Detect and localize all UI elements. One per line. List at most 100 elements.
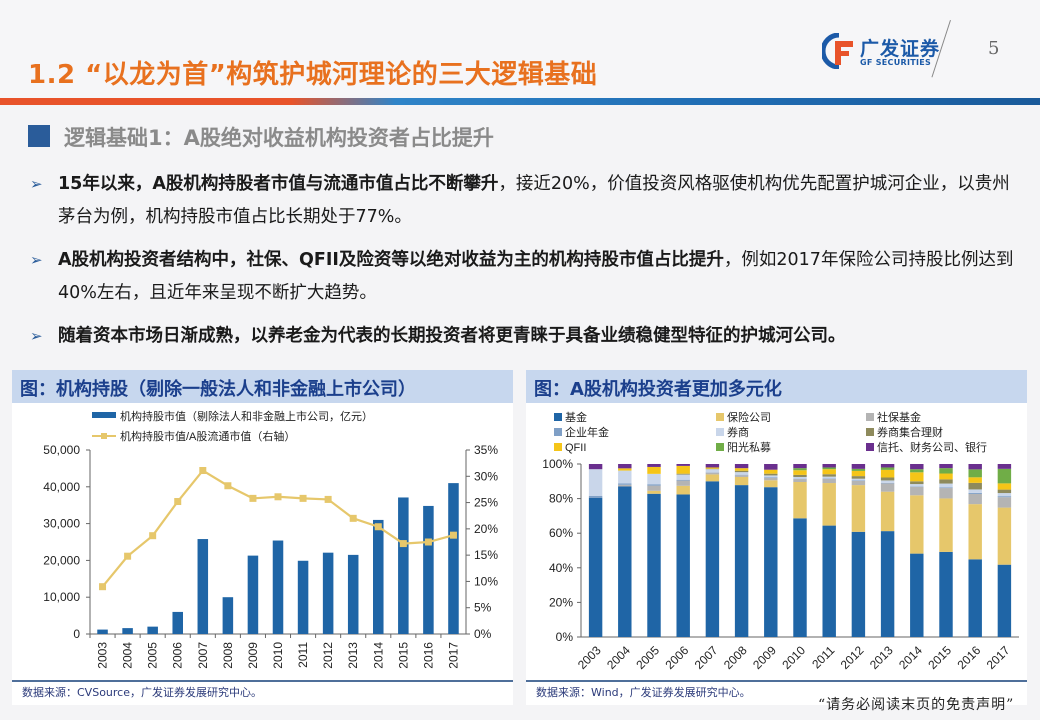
x-tick-label: 2003 bbox=[96, 642, 110, 669]
bar-segment bbox=[851, 531, 866, 637]
bar-segment bbox=[734, 476, 749, 486]
arrow-bullet-icon: ➢ bbox=[30, 327, 43, 345]
combo-bar-line-chart: 机构持股市值（剔除法人和非金融上市公司，亿元） 机构持股市值/A股流通市值（右轴）… bbox=[43, 409, 498, 669]
bar-segment bbox=[734, 474, 749, 476]
legend-label: 机构持股市值/A股流通市值（右轴） bbox=[120, 429, 295, 443]
legend-swatch bbox=[716, 428, 724, 436]
bar-segment bbox=[997, 497, 1012, 508]
y-left-tick-label: 50,000 bbox=[43, 443, 80, 457]
line-marker bbox=[374, 523, 382, 531]
bar-segment bbox=[705, 464, 720, 468]
line-marker bbox=[149, 532, 157, 540]
bar-segment bbox=[968, 504, 982, 560]
bar-segment bbox=[705, 468, 720, 470]
y-left-tick-label: 10,000 bbox=[43, 590, 80, 604]
institutional-holdings-chart-panel: 图：机构持股（剔除一般法人和非金融上市公司） 机构持股市值（剔除法人和非金融上市… bbox=[12, 370, 513, 705]
data-source-note: 数据来源：Wind，广发证券发展研究中心。 bbox=[536, 686, 751, 699]
y-right-tick-label: 20% bbox=[474, 522, 498, 536]
y-right-tick-label: 30% bbox=[474, 469, 498, 483]
bar-segment bbox=[910, 481, 924, 485]
bar-segment bbox=[939, 488, 953, 499]
x-tick-label: 2012 bbox=[838, 643, 867, 672]
bar-segment bbox=[793, 474, 807, 477]
legend-label: 社保基金 bbox=[877, 410, 921, 424]
bar-segment bbox=[705, 481, 720, 637]
bar-segment bbox=[822, 467, 836, 470]
bar-segment bbox=[588, 469, 603, 497]
bar-segment bbox=[939, 498, 953, 552]
y-tick-label: 20% bbox=[549, 595, 573, 609]
bar bbox=[448, 483, 459, 634]
bar bbox=[297, 560, 309, 634]
slide-header: 1.2 “以龙为首”构筑护城河理论的三大逻辑基础 广发证券 GF SECURIT… bbox=[0, 0, 1040, 105]
legend-marker bbox=[101, 433, 107, 439]
bar-segment bbox=[647, 485, 661, 491]
bar-segment bbox=[676, 494, 690, 637]
bar-segment bbox=[939, 487, 953, 489]
bar-segment bbox=[618, 470, 632, 484]
legend-label: 保险公司 bbox=[727, 410, 771, 424]
bar-segment bbox=[997, 483, 1012, 490]
bar-segment bbox=[647, 473, 661, 485]
bar-segment bbox=[968, 493, 982, 505]
bar-segment bbox=[910, 486, 924, 496]
bar-segment bbox=[851, 468, 866, 471]
legend-label: QFII bbox=[565, 442, 586, 454]
investor-diversification-chart-panel: 图：A股机构投资者更加多元化 基金 保险公司 社保基金 企业年金 券商 券商集合理财 QFI… bbox=[526, 370, 1027, 705]
bar bbox=[373, 519, 384, 634]
y-tick-label: 40% bbox=[549, 561, 573, 575]
bullet-bold-text: 15年以来，A股机构持股者市值与流通市值占比不断攀升 bbox=[58, 174, 499, 194]
legend-swatch bbox=[866, 413, 874, 421]
bar-segment bbox=[997, 507, 1012, 565]
bar bbox=[347, 554, 359, 634]
x-tick-label: 2011 bbox=[809, 643, 837, 671]
x-tick-label: 2009 bbox=[750, 643, 779, 672]
x-tick-label: 2017 bbox=[984, 643, 1013, 672]
bar-segment bbox=[939, 483, 953, 488]
bar-segment bbox=[647, 490, 661, 494]
logo-english-name: GF SECURITIES bbox=[860, 58, 932, 67]
company-logo: 广发证券 GF SECURITIES bbox=[822, 33, 952, 69]
line-marker bbox=[249, 494, 257, 502]
bar-segment bbox=[793, 470, 807, 475]
bar-segment bbox=[764, 473, 778, 476]
x-tick-label: 2017 bbox=[446, 642, 460, 669]
x-tick-label: 2014 bbox=[896, 643, 925, 672]
disclaimer-note: “请务必阅读末页的免责声明” bbox=[818, 697, 1015, 713]
bar-segment bbox=[939, 464, 953, 469]
slide-title: 1.2 “以龙为首”构筑护城河理论的三大逻辑基础 bbox=[28, 60, 598, 90]
bullet-item: ➢ 随着资本市场日渐成熟，以养老金为代表的长期投资者将更青睐于具备业绩稳健型特征… bbox=[28, 320, 1018, 353]
bar-segment bbox=[618, 484, 632, 487]
bar bbox=[222, 597, 234, 634]
line-marker bbox=[174, 498, 182, 506]
bar-segment bbox=[588, 464, 603, 470]
y-tick-label: 0% bbox=[556, 630, 574, 644]
x-tick-label: 2004 bbox=[604, 643, 633, 672]
y-tick-label: 60% bbox=[549, 526, 573, 540]
bullet-item: ➢ A股机构投资者结构中，社保、QFII及险资等以绝对收益为主的机构持股市值占比… bbox=[28, 244, 1018, 310]
bar-segment bbox=[647, 466, 661, 474]
legend-swatch bbox=[866, 443, 874, 451]
bar-segment bbox=[793, 518, 807, 637]
bar-segment bbox=[822, 478, 836, 484]
line-marker bbox=[324, 495, 332, 503]
line-marker bbox=[349, 514, 357, 522]
bar-segment bbox=[910, 486, 924, 487]
arrow-bullet-icon: ➢ bbox=[30, 251, 43, 269]
x-tick-label: 2004 bbox=[121, 642, 135, 669]
bar-segment bbox=[910, 553, 924, 637]
bar-segment bbox=[618, 486, 632, 637]
bar-segment bbox=[910, 495, 924, 554]
legend-swatch bbox=[866, 428, 874, 436]
bar-segment bbox=[997, 564, 1012, 637]
data-source-note: 数据来源：CVSource，广发证券发展研究中心。 bbox=[22, 686, 262, 699]
x-tick-label: 2011 bbox=[296, 642, 310, 668]
bar-segment bbox=[734, 472, 749, 475]
bullet-list: ➢ 15年以来，A股机构持股者市值与流通市值占比不断攀升，接近20%，价值投资风… bbox=[28, 168, 1018, 363]
bar-segment bbox=[647, 493, 661, 637]
bar-segment bbox=[705, 467, 720, 469]
bullet-item: ➢ 15年以来，A股机构持股者市值与流通市值占比不断攀升，接近20%，价值投资风… bbox=[28, 168, 1018, 234]
arrow-bullet-icon: ➢ bbox=[30, 175, 43, 193]
bar-segment bbox=[997, 464, 1012, 469]
bar-segment bbox=[997, 468, 1012, 484]
